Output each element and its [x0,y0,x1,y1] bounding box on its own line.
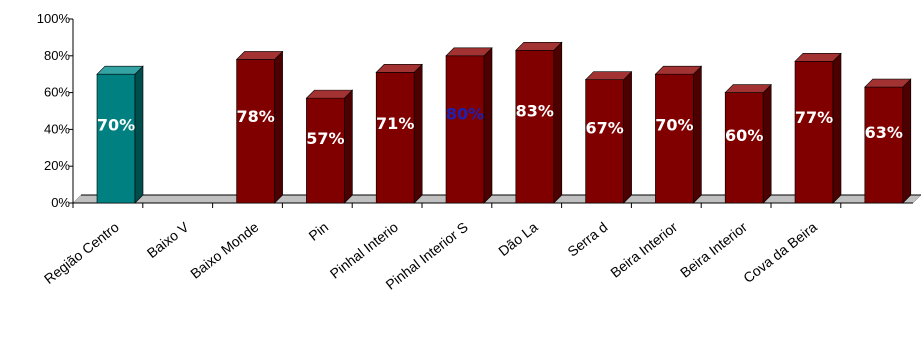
bar-top [654,65,703,75]
y-tick-label: 20% [44,158,70,173]
bar-top [864,78,912,88]
bar-top [235,51,284,60]
data-label: 57% [306,129,344,148]
bar [235,50,284,204]
data-label: 63% [865,123,903,142]
bar-front [445,55,485,204]
bar-side [134,65,144,204]
category-label: Cova da Beira [740,219,820,286]
data-label: 78% [236,107,274,126]
bar [375,63,423,204]
bar [96,65,144,204]
bar-side [553,41,563,204]
bar-front [96,73,136,204]
data-label: 60% [725,126,763,145]
y-tick-label: 60% [44,85,70,100]
data-label: 80% [446,105,484,124]
bar [515,41,563,204]
bar-side [693,65,702,204]
bar-top [305,89,354,99]
category-label: Região Centro [41,219,122,287]
y-tick-label: 0% [51,195,70,210]
bar-front [585,79,624,204]
bar-top [445,47,493,57]
category-label: Baixo V [144,218,192,261]
data-label: 77% [795,108,833,127]
bar-side [902,78,912,204]
bar [584,70,633,204]
category-label: Dão La [495,219,541,260]
bar [794,52,842,204]
bar-top [794,53,842,62]
bar-side [413,63,423,204]
bar [305,89,354,204]
bar-side [762,83,772,204]
chart-floor-plane [72,194,922,204]
category-label: Pinhal Interio [327,219,401,282]
bars [96,41,912,204]
bar-top [515,41,563,51]
bar-front [236,59,275,204]
bar-side [483,47,493,204]
bar-side [623,70,632,204]
y-tick-label: 100% [37,11,71,26]
bar [654,65,703,204]
data-label: 70% [97,115,135,134]
category-label: Beira Interior [677,219,750,281]
bar-front [724,92,764,204]
bar-top [375,64,423,73]
bar [724,83,772,204]
bar-front [375,72,415,204]
bar-side [344,89,353,204]
bar-front [306,97,345,204]
bar-front [515,49,555,204]
bar-top [584,71,633,81]
bar-side [832,52,842,204]
y-axis: 0% 20% 40% 60% 80% 100% [37,11,921,210]
bar-front [864,86,904,204]
bar-front [655,73,694,204]
category-label: Pin [305,219,331,244]
bar [445,47,493,204]
y-tick-label: 80% [44,48,70,63]
data-label: 71% [376,114,414,133]
bar-top [724,84,772,93]
data-label: 67% [585,118,623,137]
data-label: 83% [516,101,554,120]
data-label: 70% [655,115,693,134]
category-label: Baixo Monde [187,219,261,282]
y-tick-label: 40% [44,121,70,136]
category-label: Serra d [564,219,610,260]
category-label: Beira Interior [607,219,680,281]
bar-front [794,61,834,204]
bar-side [274,50,283,204]
chart-floor [72,194,922,204]
bar [864,78,912,204]
bar-top [96,65,144,75]
data-labels: 70% 78% 57% 71% 80% 83% 67% 70% 60% 77% 63% [97,101,903,148]
